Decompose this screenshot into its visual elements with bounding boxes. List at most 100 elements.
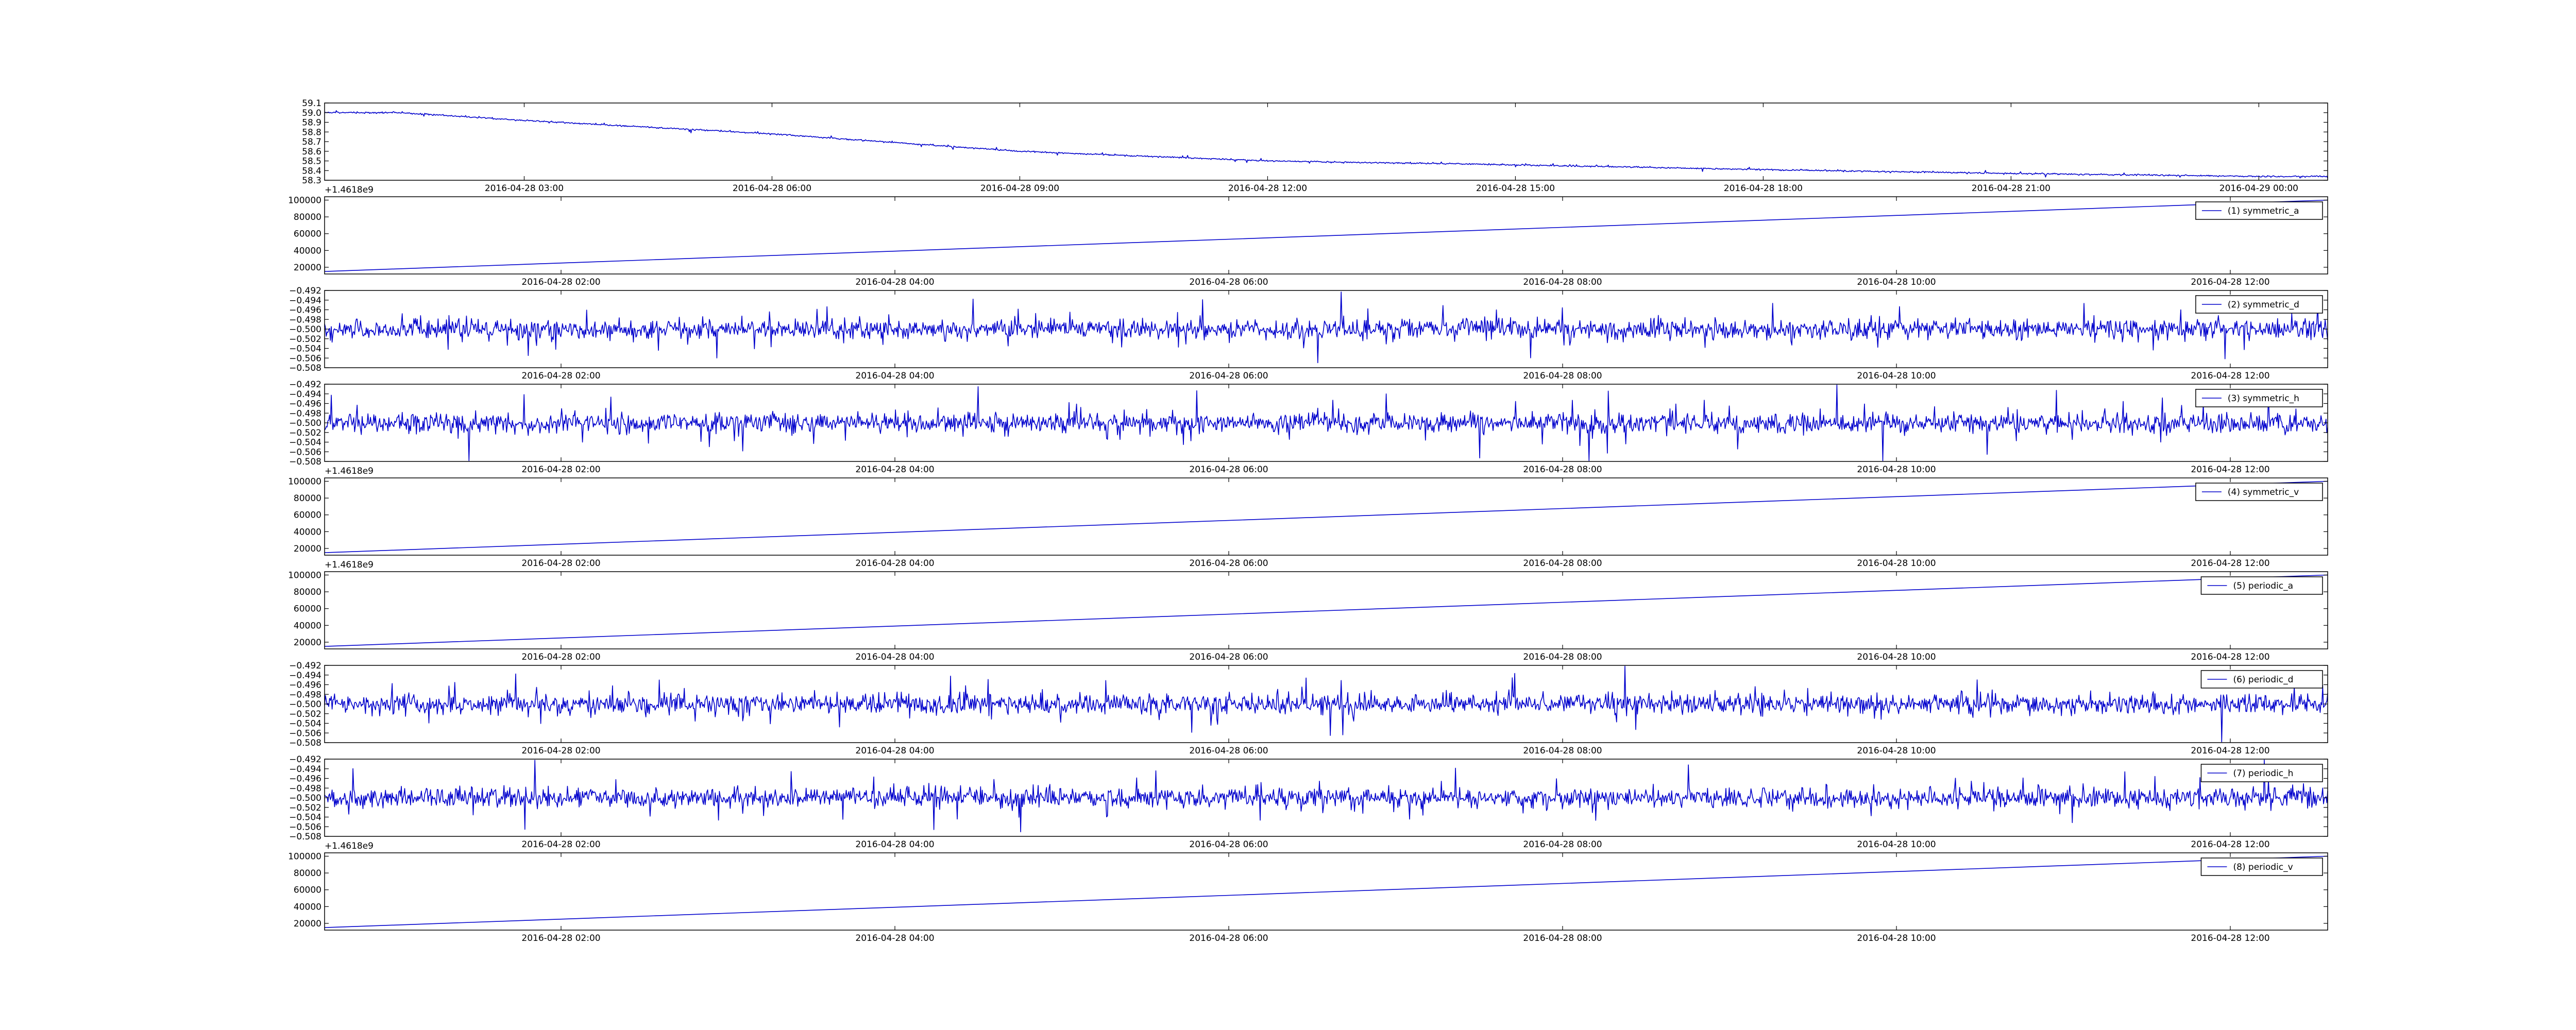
y-tick-label: 80000 (294, 493, 321, 504)
series-line-3 (324, 384, 2328, 461)
x-tick-label: 2016-04-28 10:00 (1857, 746, 1936, 756)
legend-1: (1) symmetric_a (2195, 201, 2323, 220)
y-tick-label: −0.500 (289, 793, 321, 803)
panel-7: −0.508−0.506−0.504−0.502−0.500−0.498−0.4… (289, 754, 2328, 851)
x-tick-label: 2016-04-28 12:00 (2191, 371, 2269, 381)
x-tick-label: 2016-04-28 02:00 (521, 652, 600, 662)
y-tick-label: −0.506 (289, 353, 321, 364)
legend-label: (1) symmetric_a (2228, 206, 2299, 216)
legend-8: (8) periodic_v (2200, 857, 2323, 876)
x-tick-label: 2016-04-28 12:00 (1228, 183, 1307, 194)
y-tick-label: 20000 (294, 263, 321, 273)
legend-label: (5) periodic_a (2233, 581, 2293, 591)
y-tick-label: −0.506 (289, 447, 321, 457)
panel-4: 20000 40000 60000 80000 100000 2016-04-28 02:… (288, 477, 2328, 570)
x-tick-label: 2016-04-28 02:00 (521, 746, 600, 756)
offset-text: +1.4618e9 (325, 185, 374, 195)
y-tick-label: −0.504 (289, 813, 321, 823)
panel-1: 20000 40000 60000 80000 100000 2016-04-28 02:… (288, 196, 2328, 287)
x-tick-label: 2016-04-28 08:00 (1523, 746, 1602, 756)
legend-7: (7) periodic_h (2200, 764, 2323, 782)
legend-label: (3) symmetric_h (2228, 393, 2299, 404)
x-tick-label: 2016-04-28 12:00 (2191, 652, 2269, 662)
x-tick-label: 2016-04-28 12:00 (2191, 558, 2269, 569)
legend-label: (2) symmetric_d (2228, 300, 2299, 310)
x-tick-label: 2016-04-28 12:00 (2191, 465, 2269, 475)
y-tick-label: −0.494 (289, 296, 321, 306)
x-tick-label: 2016-04-28 08:00 (1523, 277, 1602, 287)
y-tick-label: −0.508 (289, 832, 321, 842)
y-tick-label: −0.502 (289, 709, 321, 719)
y-tick-label: −0.502 (289, 428, 321, 438)
x-tick-label: 2016-04-28 12:00 (2191, 933, 2269, 943)
panel-5: 20000 40000 60000 80000 100000 2016-04-28 02:… (288, 571, 2328, 662)
y-tick-label: −0.498 (289, 783, 321, 794)
x-tick-label: 2016-04-28 06:00 (1189, 746, 1268, 756)
y-tick-label: 58.8 (302, 127, 321, 138)
legend-5: (5) periodic_a (2200, 576, 2323, 595)
y-tick-label: −0.498 (289, 690, 321, 700)
series-line-4 (324, 480, 2328, 553)
legend-label: (8) periodic_v (2233, 862, 2293, 872)
y-tick-label: −0.508 (289, 363, 321, 373)
legend-3: (3) symmetric_h (2195, 389, 2323, 407)
y-tick-label: 58.9 (302, 118, 321, 128)
x-tick-label: 2016-04-28 04:00 (855, 371, 934, 381)
x-tick-label: 2016-04-28 02:00 (521, 277, 600, 287)
x-tick-label: 2016-04-28 15:00 (1476, 183, 1555, 194)
y-tick-label: 58.5 (302, 157, 321, 167)
y-tick-label: 60000 (294, 604, 321, 614)
x-tick-label: 2016-04-28 02:00 (521, 933, 600, 943)
x-tick-label: 2016-04-28 08:00 (1523, 465, 1602, 475)
y-tick-label: 58.6 (302, 147, 321, 157)
x-tick-label: 2016-04-28 08:00 (1523, 371, 1602, 381)
y-tick-label: −0.502 (289, 803, 321, 813)
y-tick-label: −0.500 (289, 418, 321, 428)
axes-frame-0 (324, 102, 2328, 181)
y-tick-label: 58.7 (302, 137, 321, 147)
x-tick-label: 2016-04-28 04:00 (855, 652, 934, 662)
y-tick-label: 60000 (294, 229, 321, 239)
axes-frame-2 (324, 290, 2328, 368)
y-tick-label: 20000 (294, 919, 321, 929)
panel-0: 58.358.458.558.658.758.858.959.059.1 2016… (302, 98, 2328, 195)
y-tick-label: −0.500 (289, 699, 321, 710)
x-tick-label: 2016-04-29 00:00 (2219, 183, 2298, 194)
series-line-7 (324, 759, 2328, 832)
x-tick-label: 2016-04-28 12:00 (2191, 839, 2269, 850)
panel-2: −0.508−0.506−0.504−0.502−0.500−0.498−0.4… (289, 286, 2328, 381)
y-tick-label: 100000 (288, 852, 321, 862)
y-tick-label: 40000 (294, 527, 321, 537)
series-line-0 (324, 110, 2328, 179)
legend-box (2195, 483, 2323, 501)
y-tick-label: −0.502 (289, 334, 321, 345)
x-tick-label: 2016-04-28 04:00 (855, 839, 934, 850)
y-tick-label: −0.496 (289, 399, 321, 409)
y-tick-label: −0.504 (289, 719, 321, 729)
y-tick-label: −0.496 (289, 774, 321, 784)
y-tick-label: 20000 (294, 544, 321, 554)
axes-frame-8 (324, 852, 2328, 931)
x-tick-label: 2016-04-28 04:00 (855, 558, 934, 569)
y-tick-label: −0.508 (289, 457, 321, 467)
x-tick-label: 2016-04-28 06:00 (1189, 558, 1268, 569)
x-tick-label: 2016-04-28 09:00 (980, 183, 1059, 194)
x-tick-label: 2016-04-28 02:00 (521, 558, 600, 569)
y-tick-label: 80000 (294, 587, 321, 597)
axes-frame-1 (324, 196, 2328, 274)
y-tick-label: −0.494 (289, 389, 321, 400)
y-tick-label: 40000 (294, 246, 321, 256)
legend-6: (6) periodic_d (2200, 670, 2323, 689)
x-tick-label: 2016-04-28 06:00 (1189, 652, 1268, 662)
x-tick-label: 2016-04-28 10:00 (1857, 371, 1936, 381)
y-tick-label: −0.492 (289, 380, 321, 390)
y-tick-label: 80000 (294, 868, 321, 879)
y-tick-label: −0.506 (289, 822, 321, 832)
offset-text: +1.4618e9 (325, 466, 374, 476)
legend-2: (2) symmetric_d (2195, 295, 2323, 314)
x-tick-label: 2016-04-28 04:00 (855, 277, 934, 287)
axes-frame-5 (324, 571, 2328, 649)
panel-3: −0.508−0.506−0.504−0.502−0.500−0.498−0.4… (289, 380, 2328, 476)
series-line-1 (324, 199, 2328, 272)
y-tick-label: −0.494 (289, 764, 321, 775)
